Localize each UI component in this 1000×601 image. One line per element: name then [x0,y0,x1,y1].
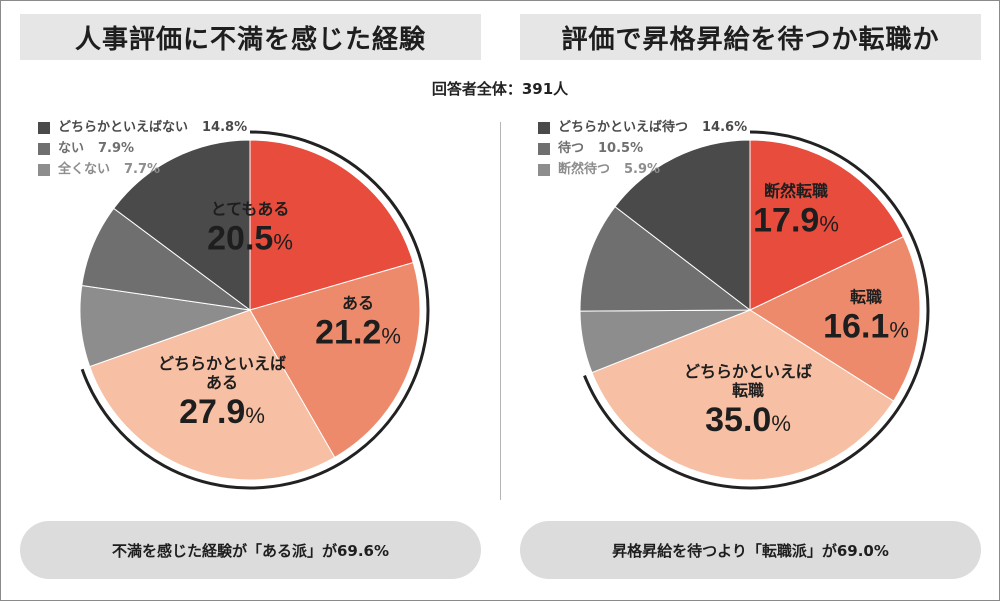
pie-slice [249,261,421,459]
right-chart-title: 評価で昇格昇給を待つか転職か [520,14,981,60]
legend-item: どちらかといえば待つ 14.6% [538,117,747,138]
legend-label: ない [58,141,85,156]
legend-item: 全くない 7.7% [38,159,247,180]
legend-value: 14.8% [202,120,248,135]
legend-label: どちらかといえばない [58,120,189,135]
legend-label: 全くない [58,162,111,177]
pie-slice [614,139,751,312]
legend-value: 14.6% [702,120,748,135]
legend-item: 待つ 10.5% [538,138,747,159]
slice-label: 転職 [732,381,764,400]
pie-slice [749,139,905,311]
legend-label: 待つ [558,141,585,156]
highlight-arc [80,130,430,490]
legend-swatch [538,121,550,134]
legend-item: どちらかといえばない 14.8% [38,117,247,138]
slice-label: とてもある [211,200,290,219]
slice-value: 21.2% [315,314,401,352]
slice-value: 16.1% [823,308,909,346]
pie-slice [579,205,752,312]
legend-swatch [538,163,550,176]
slice-label: ある [342,294,374,313]
slice-value: 35.0% [705,401,791,439]
slice-label: 断然転職 [764,182,828,201]
left-chart-title: 人事評価に不満を感じた経験 [20,14,481,60]
legend-swatch [38,163,50,176]
slice-label: どちらかといえば [684,362,812,381]
legend-swatch [38,121,50,134]
right-legend: どちらかといえば待つ 14.6% 待つ 10.5% 断然待つ 5.9% [538,117,747,180]
slice-value: 20.5% [207,220,293,258]
legend-value: 5.9% [624,162,661,177]
right-summary-pill: 昇格昇給を待つより「転職派」が69.0% [520,521,981,579]
legend-value: 10.5% [598,141,644,156]
pie-slice [89,309,336,481]
respondent-count: 回答者全体：391人 [431,80,569,98]
pie-slice [748,235,921,402]
legend-label: どちらかといえば待つ [558,120,689,135]
pie-slice [249,139,414,311]
center-divider [500,122,501,500]
left-summary-pill: 不満を感じた経験が「ある派」が69.6% [20,521,481,579]
legend-value: 7.7% [124,162,161,177]
legend-value: 7.9% [98,141,135,156]
slice-value: 17.9% [753,202,839,240]
legend-swatch [38,142,50,155]
pie-slice [113,139,251,311]
left-legend: どちらかといえばない 14.8% ない 7.9% 全くない 7.7% [38,117,247,180]
pie-slice [591,309,895,481]
slice-label: どちらかといえば [158,354,286,373]
highlight-arc [583,130,930,490]
legend-swatch [538,142,550,155]
legend-item: ない 7.9% [38,138,247,159]
legend-label: 断然待つ [558,162,611,177]
slice-label: 転職 [850,288,882,307]
legend-item: 断然待つ 5.9% [538,159,747,180]
slice-label: ある [206,373,238,392]
slice-value: 27.9% [179,393,265,431]
